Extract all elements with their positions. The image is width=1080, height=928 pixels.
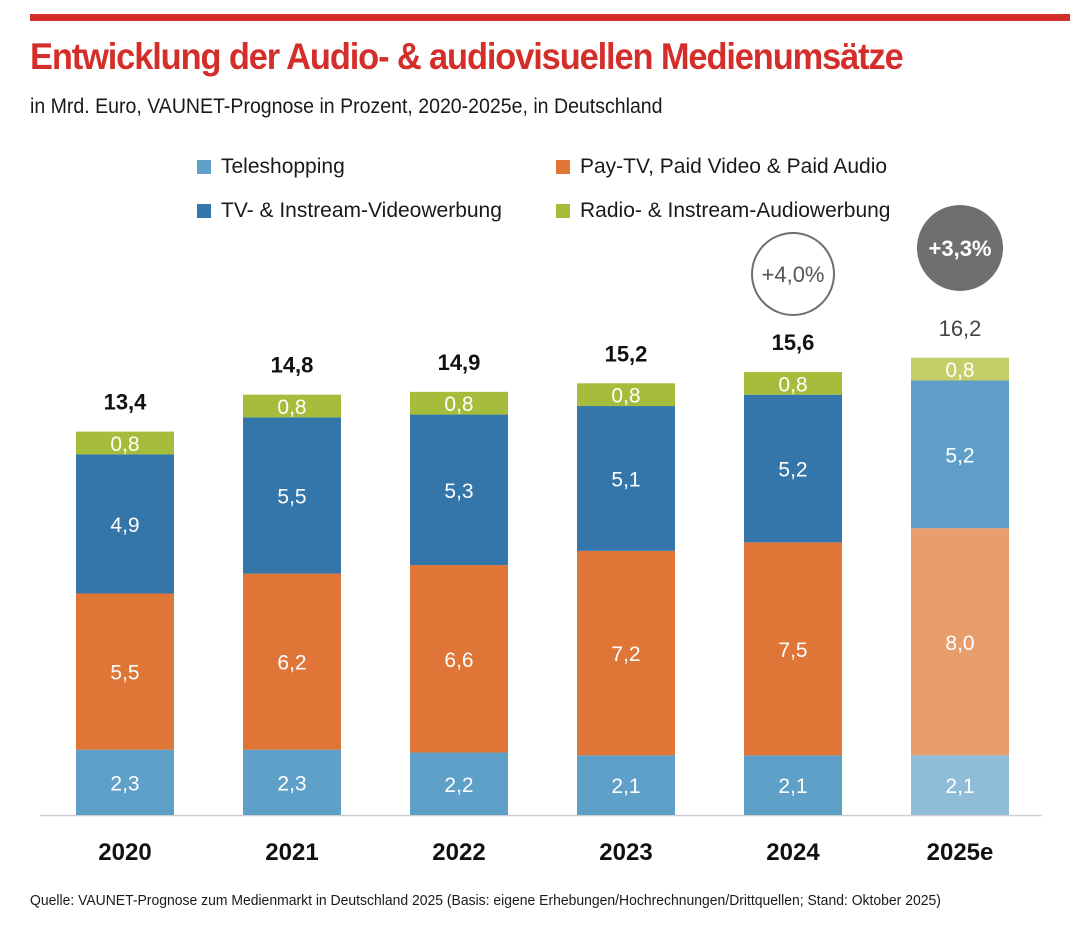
total-label: 15,2 bbox=[605, 341, 648, 366]
segment-label: 2,3 bbox=[277, 772, 306, 795]
bar-segment bbox=[744, 755, 842, 815]
segment-label: 2,1 bbox=[945, 775, 974, 798]
segment-label: 2,1 bbox=[611, 775, 640, 798]
legend-item-tv-video: TV- & Instream-Videowerbung bbox=[197, 199, 502, 223]
segment-label: 7,2 bbox=[611, 643, 640, 666]
bar-segment bbox=[911, 380, 1009, 529]
total-label: 14,8 bbox=[271, 353, 314, 378]
legend-swatch bbox=[197, 160, 211, 174]
top-accent-bar bbox=[30, 14, 1070, 21]
segment-label: 4,9 bbox=[110, 514, 139, 537]
segment-label: 0,8 bbox=[444, 393, 473, 416]
bar-segment bbox=[577, 383, 675, 407]
segment-label: 5,2 bbox=[945, 444, 974, 467]
bar-segment bbox=[76, 454, 174, 594]
segment-label: 7,5 bbox=[778, 639, 807, 662]
legend-swatch bbox=[197, 204, 211, 218]
x-tick-label: 2025e bbox=[927, 839, 994, 866]
segment-label: 5,5 bbox=[110, 662, 139, 685]
segment-label: 2,2 bbox=[444, 774, 473, 797]
bar-segment bbox=[243, 573, 341, 750]
legend-item-radio-audio: Radio- & Instream-Audiowerbung bbox=[556, 199, 891, 223]
segment-label: 5,2 bbox=[778, 459, 807, 482]
growth-badge bbox=[751, 232, 835, 316]
bar-segment bbox=[243, 749, 341, 815]
bar-segment bbox=[744, 542, 842, 756]
segment-label: 2,3 bbox=[110, 772, 139, 795]
legend-item-pay-tv: Pay-TV, Paid Video & Paid Audio bbox=[556, 155, 887, 179]
x-tick-label: 2024 bbox=[766, 839, 820, 866]
x-tick-label: 2022 bbox=[432, 839, 485, 866]
segment-label: 2,1 bbox=[778, 775, 807, 798]
chart-title: Entwicklung der Audio- & audiovisuellen … bbox=[30, 36, 904, 77]
segment-label: 8,0 bbox=[945, 632, 974, 655]
bar-segment bbox=[76, 749, 174, 815]
bar-segment bbox=[911, 755, 1009, 815]
bar-segment bbox=[744, 371, 842, 395]
bar-segment bbox=[410, 391, 508, 415]
segment-label: 0,8 bbox=[945, 359, 974, 382]
growth-label: +4,0% bbox=[762, 262, 825, 287]
segment-label: 6,6 bbox=[444, 649, 473, 672]
bar-segment bbox=[76, 593, 174, 750]
total-label: 16,2 bbox=[939, 316, 982, 341]
legend-label: Pay-TV, Paid Video & Paid Audio bbox=[580, 155, 888, 178]
bar-segment bbox=[243, 394, 341, 418]
x-tick-label: 2023 bbox=[599, 839, 652, 866]
source-note: Quelle: VAUNET-Prognose zum Medienmarkt … bbox=[30, 892, 941, 909]
bar-segment bbox=[577, 406, 675, 551]
segment-label: 5,3 bbox=[444, 480, 473, 503]
legend-swatch bbox=[556, 160, 570, 174]
bar-segment bbox=[76, 431, 174, 455]
total-label: 14,9 bbox=[438, 350, 481, 375]
legend-item-teleshopping: Teleshopping bbox=[197, 155, 345, 179]
bar-segment bbox=[410, 414, 508, 566]
bar-segment bbox=[577, 755, 675, 815]
segment-label: 0,8 bbox=[277, 396, 306, 419]
x-tick-label: 2021 bbox=[265, 839, 318, 866]
chart-subtitle: in Mrd. Euro, VAUNET-Prognose in Prozent… bbox=[30, 95, 663, 118]
segment-label: 0,8 bbox=[110, 433, 139, 456]
segment-label: 5,1 bbox=[611, 468, 640, 491]
segment-label: 6,2 bbox=[277, 652, 306, 675]
segment-label: 5,5 bbox=[277, 486, 306, 509]
bar-segment bbox=[744, 394, 842, 543]
growth-badge bbox=[917, 205, 1003, 291]
bar-segment bbox=[911, 528, 1009, 756]
growth-label: +3,3% bbox=[929, 236, 992, 261]
segment-label: 0,8 bbox=[611, 385, 640, 408]
bar-segment bbox=[410, 752, 508, 815]
total-label: 15,6 bbox=[772, 330, 815, 355]
total-label: 13,4 bbox=[104, 390, 148, 415]
legend-label: Teleshopping bbox=[221, 155, 345, 178]
x-tick-label: 2020 bbox=[98, 839, 151, 866]
legend-label: TV- & Instream-Videowerbung bbox=[221, 199, 502, 222]
bar-segment bbox=[577, 550, 675, 756]
bar-segment bbox=[410, 565, 508, 753]
bar-segment bbox=[911, 357, 1009, 381]
legend-label: Radio- & Instream-Audiowerbung bbox=[580, 199, 891, 222]
legend-swatch bbox=[556, 204, 570, 218]
segment-label: 0,8 bbox=[778, 373, 807, 396]
bar-segment bbox=[243, 417, 341, 574]
